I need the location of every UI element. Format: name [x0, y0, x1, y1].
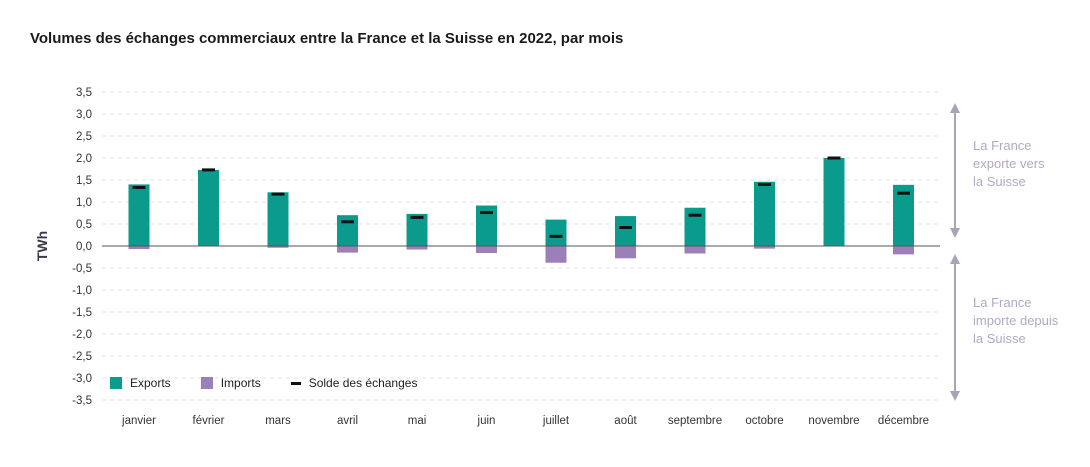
annotation-export: La France exporte vers la Suisse	[973, 137, 1045, 191]
annotation-export-line-3: la Suisse	[973, 174, 1026, 189]
bar-imports	[128, 246, 150, 250]
bar-imports	[337, 246, 358, 253]
y-tick-label: -3,0	[72, 373, 92, 385]
bar-imports	[893, 246, 914, 255]
bar-imports	[545, 246, 567, 263]
bar-exports	[128, 184, 150, 246]
y-tick-label: 3,0	[76, 109, 92, 121]
annotation-import: La France importe depuis la Suisse	[973, 294, 1058, 348]
y-tick-label: 3,5	[76, 87, 92, 99]
bar-exports	[198, 169, 219, 246]
bar-exports	[545, 219, 567, 246]
marker-balance	[271, 192, 285, 196]
x-tick-label: octobre	[745, 415, 783, 427]
x-tick-label: janvier	[121, 415, 156, 427]
marker-balance	[410, 215, 424, 219]
x-tick-label: septembre	[668, 415, 722, 427]
y-tick-label: -1,5	[72, 307, 92, 319]
chart-title: Volumes des échanges commerciaux entre l…	[30, 30, 624, 47]
y-tick-label: 0,0	[76, 241, 92, 253]
x-tick-label: avril	[337, 415, 358, 427]
y-tick-label: -1,0	[72, 285, 92, 297]
bar-imports	[267, 246, 289, 248]
x-tick-label: mai	[408, 415, 427, 427]
bar-imports	[615, 246, 636, 259]
y-tick-label: 2,5	[76, 131, 92, 143]
y-tick-label: -2,5	[72, 351, 92, 363]
legend-label-imports: Imports	[220, 376, 261, 390]
x-tick-label: août	[614, 415, 637, 427]
bar-imports	[476, 246, 497, 254]
x-tick-label: mars	[265, 415, 291, 427]
marker-balance	[758, 182, 771, 186]
annotation-export-line-1: La France	[973, 138, 1032, 153]
bar-exports	[337, 215, 358, 246]
export-arrow-head-bottom	[950, 228, 960, 238]
bar-imports	[754, 246, 775, 249]
legend-swatch-balance	[290, 381, 301, 385]
legend-item-balance: Solde des échanges	[290, 376, 418, 390]
annotation-import-line-2: importe depuis	[973, 313, 1059, 328]
bar-imports	[406, 246, 428, 250]
marker-balance	[827, 156, 841, 160]
x-tick-label: juillet	[542, 415, 570, 427]
annotation-import-line-3: la Suisse	[973, 331, 1026, 346]
import-arrow-head-bottom	[950, 391, 960, 401]
y-axis-label: TWh	[34, 231, 50, 261]
y-tick-label: -0,5	[72, 263, 92, 275]
bar-exports	[267, 192, 289, 246]
legend-label-balance: Solde des échanges	[308, 376, 418, 390]
annotation-import-line-1: La France	[973, 295, 1032, 310]
y-tick-label: 1,0	[76, 197, 92, 209]
legend-item-exports: Exports	[110, 376, 171, 390]
marker-balance	[897, 191, 910, 195]
y-tick-label: 1,5	[76, 175, 92, 187]
x-tick-label: novembre	[808, 415, 859, 427]
y-tick-label: -3,5	[72, 395, 92, 407]
bar-exports	[823, 158, 845, 246]
marker-balance	[202, 168, 215, 172]
bar-imports	[684, 246, 706, 254]
legend-swatch-exports	[110, 377, 122, 389]
y-tick-label: 0,5	[76, 219, 92, 231]
marker-balance	[549, 234, 563, 238]
y-tick-label: -2,0	[72, 329, 92, 341]
bar-exports	[893, 184, 914, 246]
import-arrow-head-top	[950, 254, 960, 264]
legend-label-exports: Exports	[130, 376, 171, 390]
bar-exports	[615, 216, 636, 246]
legend: Exports Imports Solde des échanges	[110, 376, 447, 390]
bar-exports	[754, 181, 775, 246]
x-tick-label: décembre	[878, 415, 929, 427]
bar-exports	[684, 207, 706, 246]
marker-balance	[341, 220, 354, 224]
x-tick-label: juin	[477, 415, 496, 427]
legend-swatch-imports	[200, 377, 213, 389]
export-arrow-head-top	[950, 103, 960, 113]
marker-balance	[480, 211, 493, 215]
annotation-export-line-2: exporte vers	[973, 156, 1045, 171]
bar-exports	[406, 213, 428, 246]
bar-exports	[476, 205, 497, 246]
marker-balance	[688, 213, 702, 217]
y-tick-label: 2,0	[76, 153, 92, 165]
marker-balance	[619, 226, 632, 230]
marker-balance	[132, 185, 146, 189]
x-tick-label: février	[193, 415, 225, 427]
legend-item-imports: Imports	[200, 376, 261, 390]
